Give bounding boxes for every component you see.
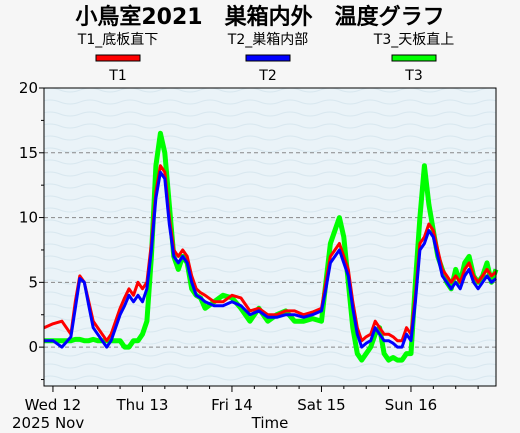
y-tick-label: 0 [28,338,38,356]
legend-name-t3: T3 [404,68,422,84]
x-tick-label: Sun 16 [385,396,437,414]
legend-swatch-t2 [245,54,291,62]
x-tick-label: Thu 13 [115,396,168,414]
legend-name-t2: T2 [258,68,276,84]
y-tick-label: 5 [28,273,38,291]
y-tick-label: 20 [19,79,38,97]
x-tick-label: Wed 12 [25,396,82,414]
y-tick-label: 15 [19,144,38,162]
series-line-t2 [44,170,497,349]
legend-swatch-t3 [391,54,437,62]
legend-swatch-t1 [95,54,141,62]
x-tick-label: Sat 15 [297,396,345,414]
series-line-t1 [43,164,497,343]
legend-description-t1: T1_底板直下 [77,31,158,48]
legend-description-t3: T3_天板直上 [373,31,454,48]
x-axis: Wed 12 Thu 13 Fri 14 Sat 15 Sun 16 [25,386,479,414]
x-axis-label: Time [251,414,289,432]
y-tick-label: 10 [19,209,38,227]
x-start-label: 2025 Nov [12,414,84,432]
chart-title: 小鳥室2021 巣箱内外 温度グラフ [75,4,444,30]
plot-frame [43,87,497,387]
legend-name-t1: T1 [108,68,126,84]
y-axis: 0 5 10 15 20 [19,79,44,381]
legend-description-t2: T2_巣箱内部 [227,32,308,48]
series-lines [43,130,499,363]
legend: T1_底板直下 T1 T2_巣箱内部 T2 T3_天板直上 T3 [77,31,454,84]
x-tick-label: Fri 14 [211,396,253,414]
